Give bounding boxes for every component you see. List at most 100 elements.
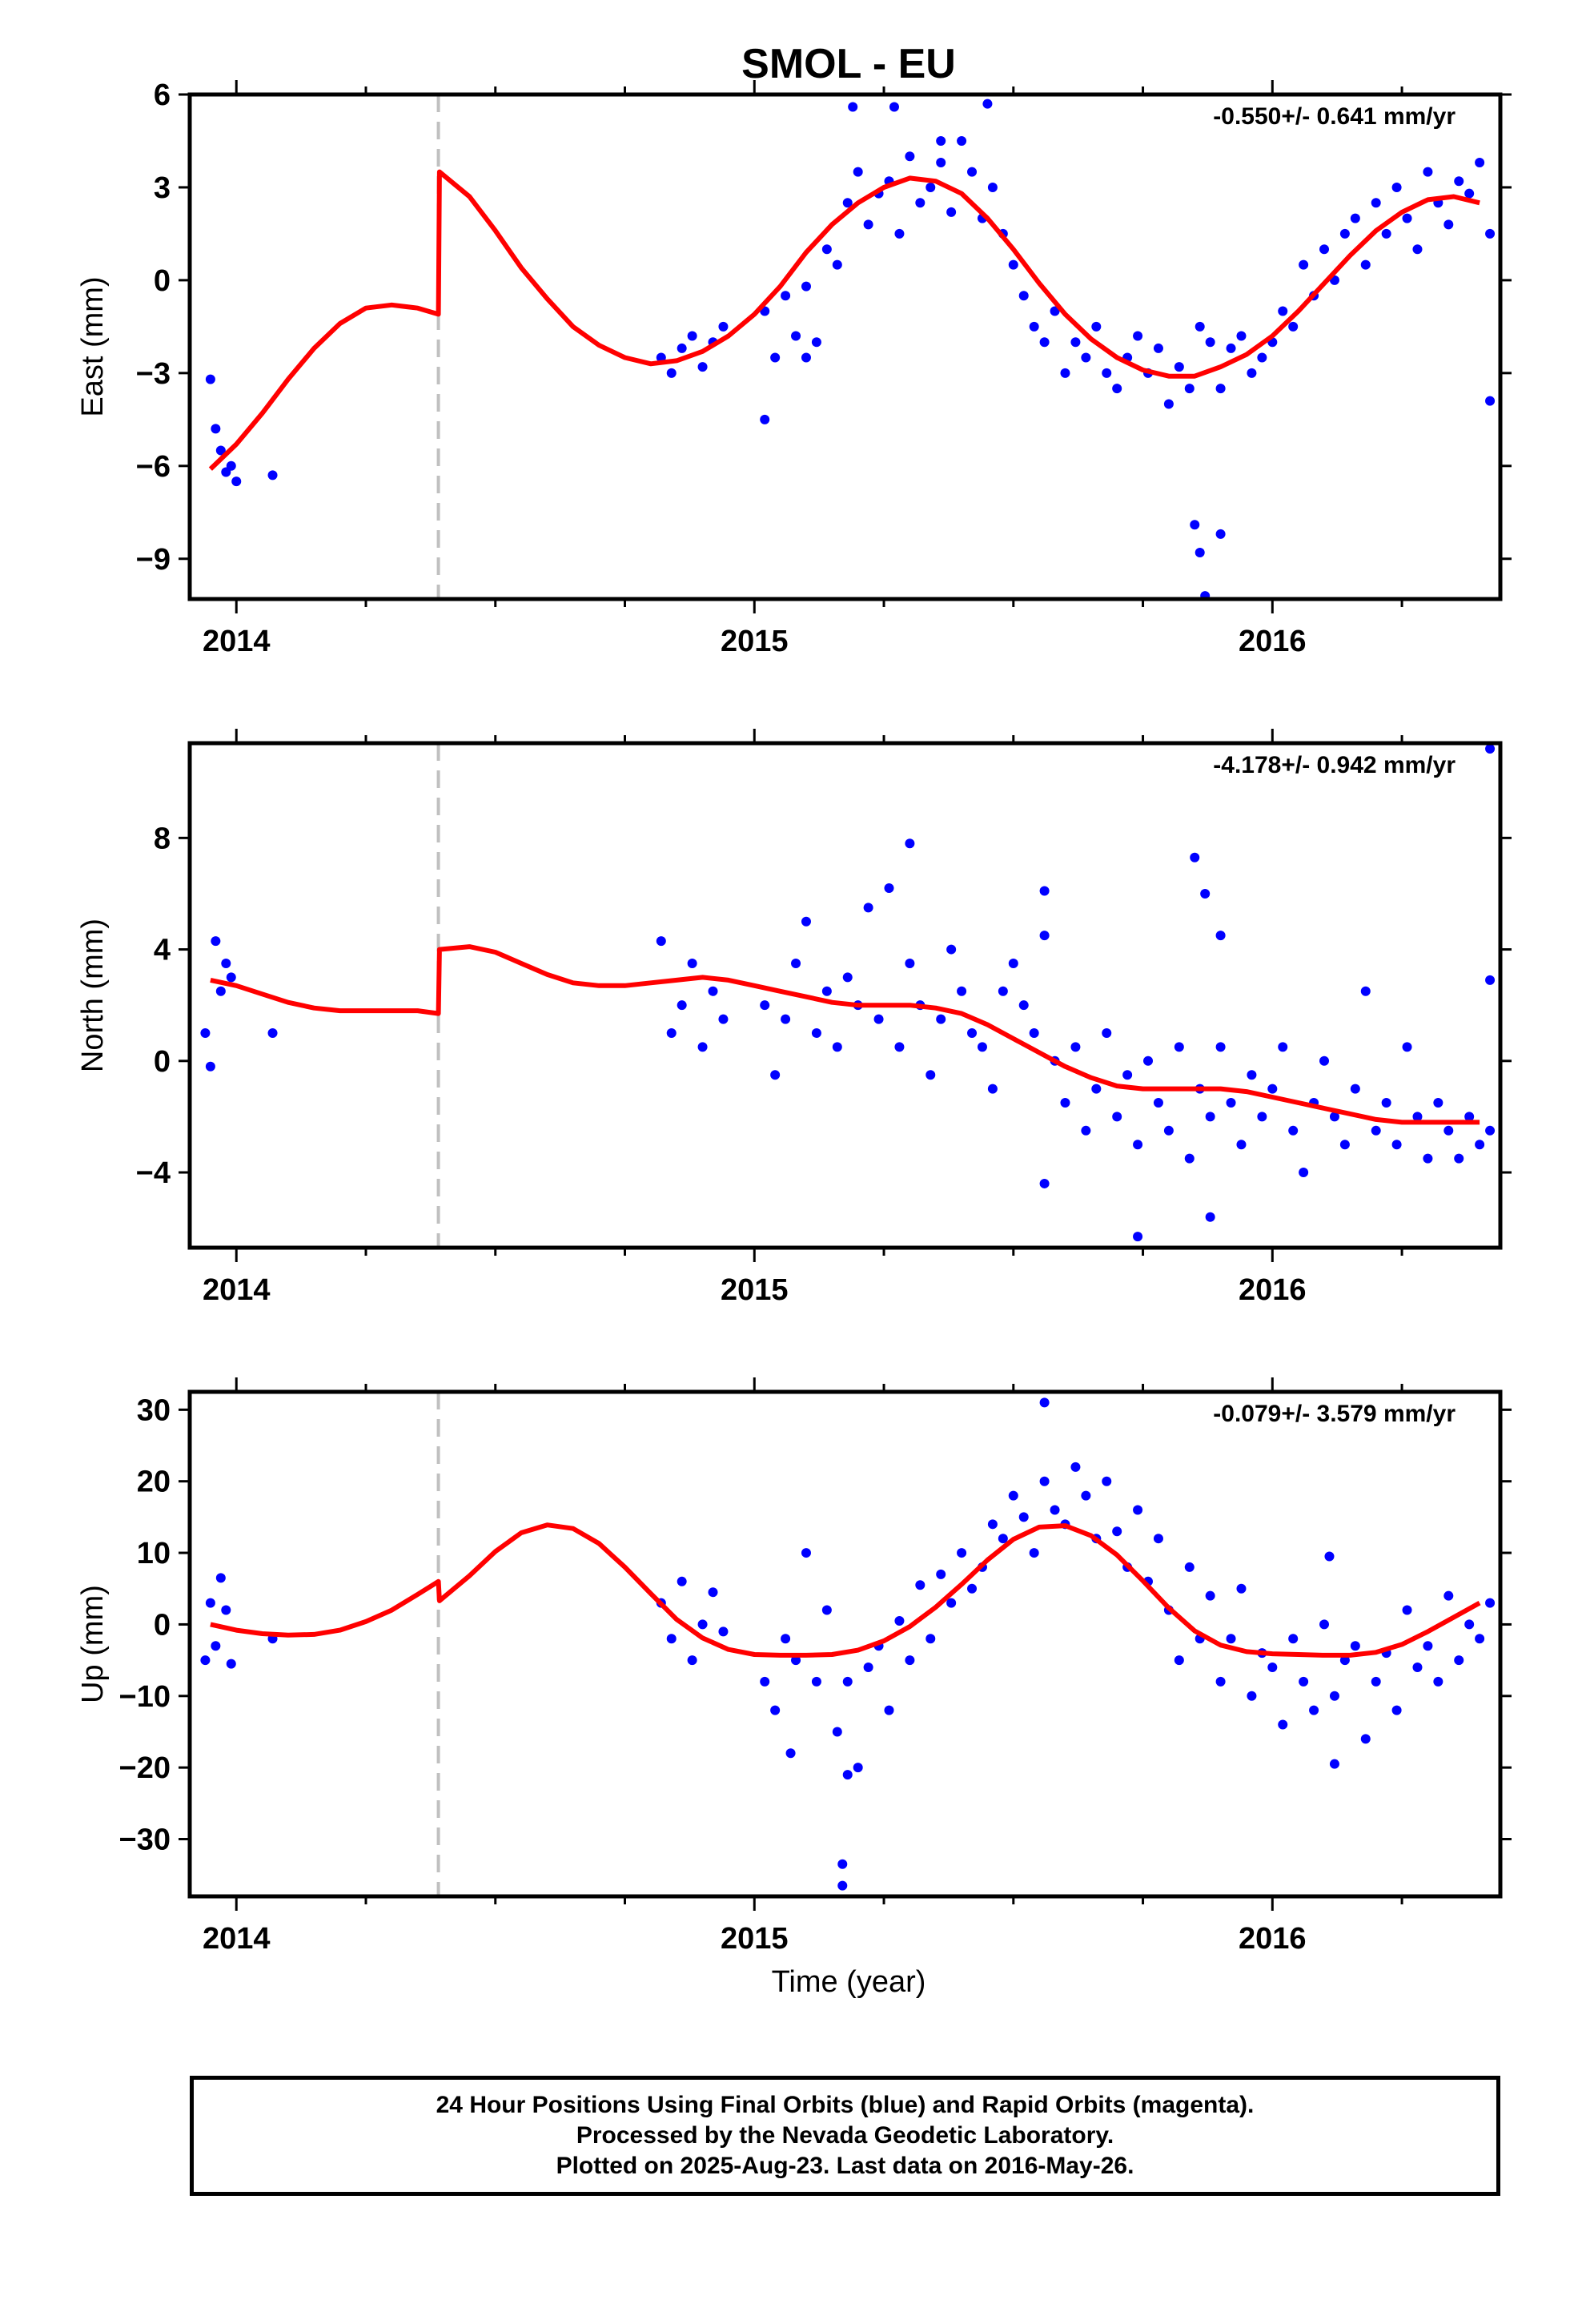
data-point-east <box>1018 291 1029 301</box>
data-point-east <box>863 219 873 230</box>
data-point-east <box>687 331 697 341</box>
data-point-north <box>894 1042 905 1052</box>
data-point-east <box>1402 213 1412 223</box>
y-tick-label-north: 0 <box>154 1045 171 1079</box>
data-point-east <box>967 167 978 177</box>
data-point-east <box>718 321 729 332</box>
y-tick-label-up: 10 <box>137 1537 171 1570</box>
data-point-north <box>267 1027 278 1038</box>
data-point-east <box>1215 529 1226 539</box>
data-point-north <box>1184 1153 1195 1164</box>
data-point-north <box>1299 1168 1309 1178</box>
data-point-east <box>936 158 946 168</box>
data-point-east <box>1190 520 1200 530</box>
data-point-north <box>1070 1042 1081 1052</box>
data-point-north <box>905 838 915 849</box>
data-point-up <box>884 1705 894 1715</box>
x-tick-label-east: 2014 <box>203 625 271 658</box>
data-point-up <box>801 1548 811 1558</box>
data-point-north <box>1215 1042 1226 1052</box>
data-point-east <box>1288 321 1299 332</box>
data-point-up <box>1081 1490 1091 1501</box>
data-point-up <box>708 1587 718 1598</box>
data-point-east <box>1485 396 1496 406</box>
data-point-up <box>785 1748 796 1759</box>
data-point-up <box>1360 1734 1371 1744</box>
data-point-up <box>221 1605 231 1615</box>
data-point-north <box>1371 1125 1381 1136</box>
data-point-east <box>801 352 811 363</box>
data-point-north <box>1454 1153 1464 1164</box>
data-point-north <box>998 986 1008 996</box>
data-point-north <box>1143 1055 1154 1066</box>
data-point-east <box>957 135 967 146</box>
data-point-east <box>853 167 863 177</box>
plot-frame-up <box>187 1389 1503 1899</box>
data-point-east <box>215 445 226 456</box>
data-point-east <box>1133 331 1143 341</box>
data-point-up <box>926 1634 936 1644</box>
data-point-up <box>760 1676 770 1687</box>
panel-east: 2014 2015 2016 6 3 0 −3 −6 −9 East (mm) -0.550+/- … <box>76 78 1512 658</box>
data-point-east <box>832 259 842 270</box>
data-point-east <box>1360 259 1371 270</box>
rate-label-up: -0.079+/- 3.579 mm/yr <box>1213 1401 1456 1427</box>
data-point-north <box>226 972 236 983</box>
data-point-north <box>1247 1070 1257 1080</box>
data-point-up <box>1226 1634 1236 1644</box>
y-tick-label-north: 4 <box>154 934 171 967</box>
data-point-east <box>1195 321 1205 332</box>
y-tick-label-east: 0 <box>154 264 171 298</box>
data-point-up <box>1215 1676 1226 1687</box>
x-tick-label-north: 2016 <box>1239 1273 1307 1307</box>
panel-north: 2014 2015 2016 8 4 0 −4 North (mm) -4.178+/- 0.9… <box>76 729 1512 1307</box>
data-point-up <box>1423 1641 1433 1651</box>
data-point-up <box>1288 1634 1299 1644</box>
data-point-east <box>801 281 811 292</box>
data-point-east <box>1050 306 1060 316</box>
data-point-north <box>1381 1098 1391 1108</box>
data-point-east <box>894 228 905 239</box>
y-tick-label-east: −6 <box>136 450 171 484</box>
data-point-up <box>1018 1512 1029 1522</box>
data-point-north <box>873 1014 884 1024</box>
data-point-east <box>1195 548 1205 558</box>
data-point-east <box>936 135 946 146</box>
data-point-north <box>215 986 226 996</box>
data-point-up <box>1267 1663 1278 1673</box>
y-tick-label-east: 3 <box>154 171 171 205</box>
data-point-east <box>915 198 926 208</box>
data-point-up <box>1039 1397 1050 1408</box>
data-point-north <box>957 986 967 996</box>
data-point-north <box>1485 975 1496 985</box>
data-point-north <box>832 1042 842 1052</box>
data-point-north <box>1091 1084 1102 1094</box>
data-point-east <box>666 368 677 378</box>
data-point-up <box>1153 1534 1163 1544</box>
data-point-up <box>718 1626 729 1637</box>
data-point-up <box>832 1727 842 1737</box>
data-point-east <box>231 476 242 487</box>
data-point-north <box>200 1027 211 1038</box>
data-point-east <box>1464 188 1475 199</box>
data-point-north <box>1190 852 1200 862</box>
data-point-north <box>1112 1112 1122 1122</box>
data-point-up <box>697 1619 708 1630</box>
data-point-north <box>1039 931 1050 941</box>
data-point-north <box>1339 1140 1350 1150</box>
data-point-north <box>1257 1112 1267 1122</box>
data-point-north <box>760 1000 770 1011</box>
data-point-east <box>1029 321 1039 332</box>
data-point-east <box>760 414 770 424</box>
y-axis-title-north: North (mm) <box>76 919 110 1072</box>
data-point-up <box>811 1676 821 1687</box>
data-point-north <box>1391 1140 1402 1150</box>
data-point-up <box>1008 1490 1018 1501</box>
data-point-east <box>811 337 821 348</box>
data-point-north <box>1163 1125 1174 1136</box>
data-point-up <box>1029 1548 1039 1558</box>
chart-title: SMOL - EU <box>741 41 956 87</box>
caption-line-1: 24 Hour Positions Using Final Orbits (bl… <box>436 2092 1255 2118</box>
data-point-up <box>1324 1551 1335 1562</box>
